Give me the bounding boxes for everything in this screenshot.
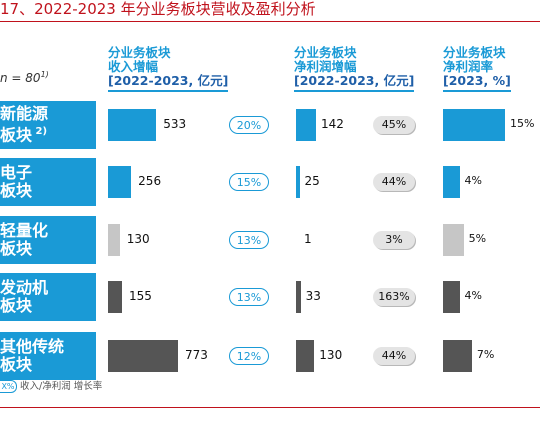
revenue-value-label: 256 — [138, 174, 162, 188]
profit-bar — [296, 281, 301, 313]
margin-bar — [443, 166, 460, 198]
margin-bar — [443, 224, 464, 256]
col-header-revenue: 分业务板块 收入增幅 [2022-2023, 亿元] — [108, 45, 229, 92]
col-header-profit-underline — [294, 90, 415, 92]
revenue-bar — [108, 340, 178, 372]
revenue-value-label: 130 — [126, 232, 150, 246]
profit-value-label: 142 — [321, 117, 344, 131]
revenue-growth-pill: 20% — [229, 116, 269, 134]
figure-title: 17、2022-2023 年分业务板块营收及盈利分析 — [0, 0, 316, 18]
sample-note-text: n = 80 — [0, 71, 41, 85]
col-header-profit-line2: 净利润增幅 — [294, 59, 357, 74]
title-rule — [0, 21, 540, 22]
col-header-margin-line3: [2023, %] — [443, 73, 511, 88]
segment-label-line2: 板块 2) — [0, 125, 48, 145]
margin-value-label: 4% — [464, 289, 482, 302]
col-header-profit-line1: 分业务板块 — [294, 45, 357, 60]
revenue-bar — [108, 281, 123, 313]
profit-value-label: 1 — [304, 232, 312, 246]
revenue-value-label: 155 — [129, 289, 152, 303]
profit-growth-pill: 163% — [373, 288, 415, 306]
legend-pill: X% — [0, 380, 17, 393]
segment-label-box: 发动机 板块 — [0, 273, 96, 321]
segment-label-sup: 2) — [32, 126, 48, 138]
segment-label-box: 其他传统 板块 — [0, 332, 96, 380]
col-header-margin-line1: 分业务板块 — [443, 45, 506, 60]
margin-value-label: 5% — [468, 232, 487, 245]
profit-value-label: 25 — [304, 174, 320, 188]
margin-value-label: 7% — [476, 348, 495, 361]
margin-value-label: 4% — [464, 174, 482, 187]
profit-bar — [296, 340, 315, 372]
revenue-growth-pill: 12% — [229, 347, 269, 365]
bottom-rule — [0, 407, 540, 408]
segment-label-line1: 发动机 — [0, 278, 49, 297]
segment-label-line1: 其他传统 — [0, 337, 65, 356]
profit-growth-pill: 3% — [373, 231, 415, 249]
segment-label-line1: 电子 — [0, 163, 33, 182]
margin-value-label: 15% — [510, 117, 535, 130]
col-header-margin-line2: 净利润率 — [443, 59, 494, 74]
revenue-value-label: 773 — [185, 348, 208, 362]
segment-label-line1: 轻量化 — [0, 221, 49, 240]
col-header-margin-underline — [443, 90, 511, 92]
revenue-bar — [108, 166, 132, 198]
sample-note: n = 801) — [0, 70, 49, 85]
revenue-growth-pill: 13% — [229, 288, 269, 306]
segment-label-box: 电子 板块 — [0, 158, 96, 206]
profit-growth-pill: 45% — [373, 116, 415, 134]
segment-label-line2: 板块 — [0, 239, 33, 258]
col-header-revenue-line2: 收入增幅 — [108, 59, 159, 74]
profit-value-label: 33 — [305, 289, 321, 303]
legend-text: 收入/净利润 增长率 — [20, 381, 103, 392]
revenue-growth-pill: 13% — [229, 231, 269, 249]
revenue-value-label: 533 — [163, 117, 187, 131]
col-header-revenue-line1: 分业务板块 — [108, 45, 171, 60]
profit-bar — [296, 166, 300, 198]
col-header-profit: 分业务板块 净利润增幅 [2022-2023, 亿元] — [294, 45, 415, 92]
col-header-margin: 分业务板块 净利润率 [2023, %] — [443, 45, 511, 92]
segment-label-line2: 板块 — [0, 355, 33, 374]
margin-bar — [443, 109, 505, 141]
segment-label-line2: 板块 — [0, 296, 33, 315]
margin-bar — [443, 340, 472, 372]
col-header-profit-line3: [2022-2023, 亿元] — [294, 73, 415, 88]
col-header-revenue-underline — [108, 90, 229, 92]
margin-bar — [443, 281, 460, 313]
segment-label-box: 轻量化 板块 — [0, 216, 96, 264]
segment-label-line1: 新能源 — [0, 104, 49, 124]
revenue-bar — [108, 109, 157, 141]
sample-note-sup: 1) — [40, 70, 49, 79]
revenue-growth-pill: 15% — [229, 173, 269, 191]
legend: X% 收入/净利润 增长率 — [0, 378, 102, 393]
profit-growth-pill: 44% — [373, 173, 415, 191]
col-header-revenue-line3: [2022-2023, 亿元] — [108, 73, 229, 88]
profit-value-label: 130 — [319, 348, 343, 362]
profit-growth-pill: 44% — [373, 347, 415, 365]
segment-label-line2: 板块 — [0, 181, 33, 200]
profit-bar — [296, 109, 316, 141]
segment-label-box: 新能源 板块 2) — [0, 101, 96, 149]
revenue-bar — [108, 224, 120, 256]
